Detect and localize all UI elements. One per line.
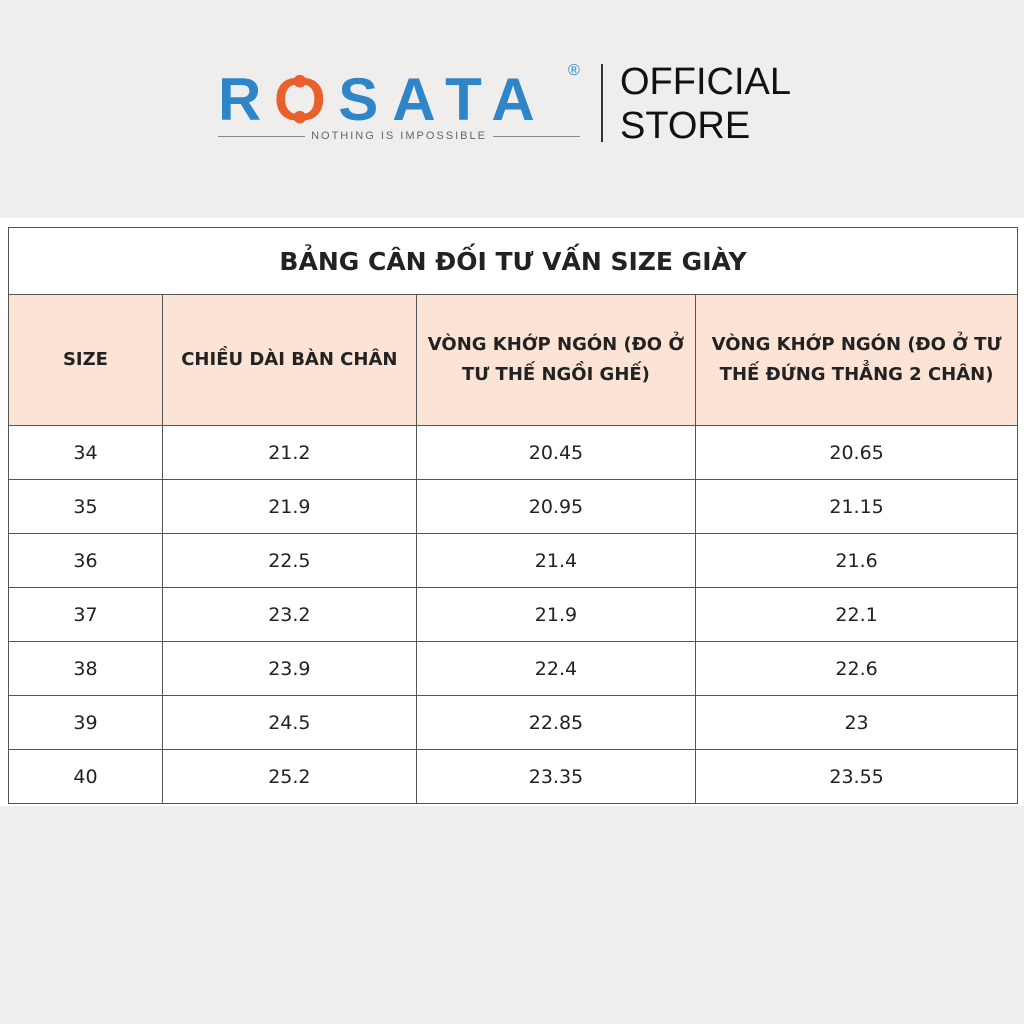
table-cell: 35 — [8, 479, 163, 534]
size-chart-table: BẢNG CÂN ĐỐI TƯ VẤN SIZE GIÀY SIZE CHIỀU … — [8, 227, 1018, 804]
table-cell: 36 — [8, 533, 163, 588]
table-cell: 39 — [8, 695, 163, 750]
column-header: SIZE — [8, 294, 163, 426]
table-cell: 22.6 — [695, 641, 1018, 696]
table-cell: 22.5 — [161, 533, 417, 588]
table-title: BẢNG CÂN ĐỐI TƯ VẤN SIZE GIÀY — [8, 227, 1018, 295]
brand-name: RѺSATA — [218, 66, 549, 133]
table-row: 36 22.5 21.4 21.6 — [8, 533, 1018, 588]
table-cell: 20.45 — [415, 425, 697, 480]
store-line1: OFFICIAL — [620, 61, 792, 103]
table-cell: 23.2 — [161, 587, 417, 642]
table-cell: 40 — [8, 749, 163, 804]
official-store-label: OFFICIAL STORE — [620, 60, 791, 148]
store-line2: STORE — [620, 105, 751, 147]
table-cell: 20.95 — [415, 479, 697, 534]
table-cell: 23.55 — [695, 749, 1018, 804]
registered-mark: ® — [568, 62, 580, 79]
table-cell: 22.4 — [415, 641, 697, 696]
tagline-text: NOTHING IS IMPOSSIBLE — [311, 130, 487, 142]
table-cell: 21.4 — [415, 533, 697, 588]
column-header: VÒNG KHỚP NGÓN (ĐO Ở TƯ THẾ ĐỨNG THẲNG 2… — [695, 294, 1018, 426]
table-cell: 21.2 — [161, 425, 417, 480]
tagline: NOTHING IS IMPOSSIBLE — [218, 130, 581, 142]
table-cell: 23.35 — [415, 749, 697, 804]
size-chart-panel: BẢNG CÂN ĐỐI TƯ VẤN SIZE GIÀY SIZE CHIỀU … — [0, 218, 1024, 806]
table-cell: 20.65 — [695, 425, 1018, 480]
table-cell: 21.9 — [415, 587, 697, 642]
table-cell: 23.9 — [161, 641, 417, 696]
table-cell: 24.5 — [161, 695, 417, 750]
table-row: 38 23.9 22.4 22.6 — [8, 641, 1018, 696]
rosata-logo: RѺSATA ® NOTHING IS IMPOSSIBLE — [218, 62, 588, 146]
table-cell: 25.2 — [161, 749, 417, 804]
table-row: 40 25.2 23.35 23.55 — [8, 749, 1018, 804]
column-header: VÒNG KHỚP NGÓN (ĐO Ở TƯ THẾ NGỒI GHẾ) — [415, 294, 697, 426]
logo-divider — [601, 64, 603, 142]
table-cell: 34 — [8, 425, 163, 480]
table-cell: 23 — [695, 695, 1018, 750]
table-cell: 21.9 — [161, 479, 417, 534]
table-cell: 22.85 — [415, 695, 697, 750]
table-cell: 22.1 — [695, 587, 1018, 642]
table-row: 37 23.2 21.9 22.1 — [8, 587, 1018, 642]
table-cell: 37 — [8, 587, 163, 642]
table-cell: 38 — [8, 641, 163, 696]
column-header: CHIỀU DÀI BÀN CHÂN — [161, 294, 417, 426]
table-cell: 21.6 — [695, 533, 1018, 588]
table-cell: 21.15 — [695, 479, 1018, 534]
table-row: 34 21.2 20.45 20.65 — [8, 425, 1018, 480]
table-row: 35 21.9 20.95 21.15 — [8, 479, 1018, 534]
table-row: 39 24.5 22.85 23 — [8, 695, 1018, 750]
